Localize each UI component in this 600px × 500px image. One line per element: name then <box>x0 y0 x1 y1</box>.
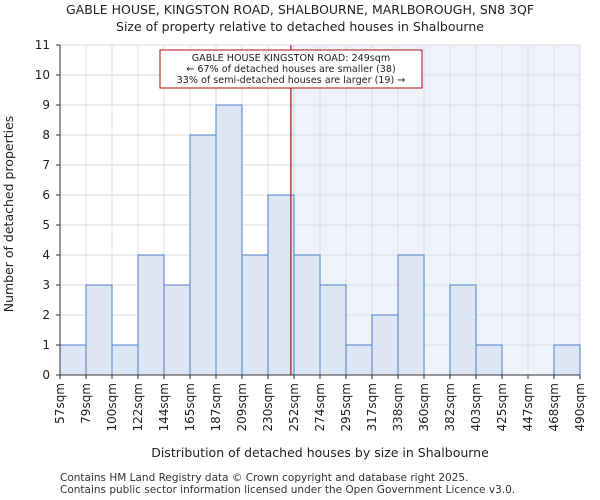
x-tick-label: 403sqm <box>469 383 483 431</box>
histogram-bar <box>319 284 347 376</box>
x-tick-label: 317sqm <box>365 383 379 431</box>
x-tick-label: 447sqm <box>521 383 535 431</box>
x-tick-label: 360sqm <box>417 383 431 431</box>
histogram-bar <box>59 344 87 376</box>
chart-title: GABLE HOUSE, KINGSTON ROAD, SHALBOURNE, … <box>65 2 535 17</box>
x-tick-label: 209sqm <box>235 383 249 431</box>
footer-licence: Contains public sector information licen… <box>60 484 516 496</box>
x-tick-label: 274sqm <box>313 383 327 431</box>
y-tick-label: 11 <box>35 38 50 52</box>
y-tick-label: 8 <box>42 128 50 142</box>
x-tick-label: 490sqm <box>573 383 587 431</box>
histogram-bar <box>397 254 425 376</box>
x-axis-label: Distribution of detached houses by size … <box>151 445 489 460</box>
histogram-bar <box>553 344 581 376</box>
y-tick-label: 3 <box>42 278 50 292</box>
x-tick-label: 79sqm <box>79 383 93 424</box>
histogram-bar <box>189 134 217 376</box>
x-tick-label: 295sqm <box>339 383 353 431</box>
x-tick-label: 338sqm <box>391 383 405 431</box>
y-tick-label: 7 <box>42 158 50 172</box>
histogram-bar <box>111 344 139 376</box>
x-tick-label: 252sqm <box>287 383 301 431</box>
x-tick-label: 187sqm <box>209 383 223 431</box>
y-tick-label: 9 <box>42 98 50 112</box>
histogram-bar <box>241 254 269 376</box>
x-tick-label: 100sqm <box>105 383 119 431</box>
histogram-bar <box>371 314 399 376</box>
histogram-bar <box>345 344 373 376</box>
annotation-line: ← 67% of detached houses are smaller (38… <box>186 64 395 75</box>
chart-subtitle: Size of property relative to detached ho… <box>116 19 484 34</box>
y-tick-label: 10 <box>35 68 50 82</box>
x-tick-label: 468sqm <box>547 383 561 431</box>
x-tick-label: 230sqm <box>261 383 275 431</box>
histogram-bar <box>85 284 113 376</box>
x-tick-label: 57sqm <box>53 383 67 424</box>
y-axis-label: Number of detached properties <box>1 116 16 313</box>
footer-copyright: Contains HM Land Registry data © Crown c… <box>60 472 469 484</box>
histogram-bar <box>215 104 243 376</box>
x-tick-label: 382sqm <box>443 383 457 431</box>
histogram-bar <box>267 194 295 376</box>
y-tick-label: 5 <box>42 218 50 232</box>
y-tick-label: 6 <box>42 188 50 202</box>
x-tick-label: 165sqm <box>183 383 197 431</box>
x-tick-label: 144sqm <box>157 383 171 431</box>
y-tick-label: 4 <box>42 248 50 262</box>
histogram-bar <box>475 344 503 376</box>
histogram-bar <box>449 284 477 376</box>
y-tick-label: 2 <box>42 308 50 322</box>
annotation-line: 33% of semi-detached houses are larger (… <box>177 75 406 86</box>
histogram-bar <box>163 284 191 376</box>
annotation-box <box>159 49 423 89</box>
x-tick-label: 425sqm <box>495 383 509 431</box>
y-tick-label: 0 <box>42 368 50 382</box>
x-tick-label: 122sqm <box>131 383 145 431</box>
histogram-bar <box>137 254 165 376</box>
annotation-line: GABLE HOUSE KINGSTON ROAD: 249sqm <box>192 53 391 64</box>
histogram-bar <box>293 254 321 376</box>
y-tick-label: 1 <box>42 338 50 352</box>
